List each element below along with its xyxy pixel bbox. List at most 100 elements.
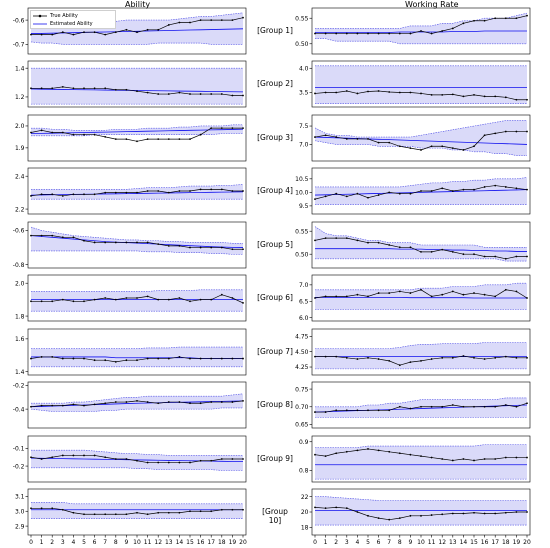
g10-rate-true-point (473, 511, 475, 514)
g5-rate-true-point (409, 246, 412, 249)
legend-entry-true: True Ability (33, 12, 78, 19)
g6-rate-true-point (483, 293, 486, 296)
g5-ability-true-point (167, 244, 170, 247)
g4-ability-true-point (210, 188, 213, 191)
g4-rate-true-point (441, 187, 444, 190)
g8-rate-true-point (483, 405, 486, 408)
g4-ability-true-point (178, 190, 181, 192)
g2-ability-true-point (157, 93, 160, 95)
g7-ability-true-point (210, 357, 213, 360)
xtick-label: 13 (449, 539, 457, 546)
g9-rate-true-point (483, 458, 486, 460)
xtick-label: 11 (144, 539, 152, 546)
g9-ability-true-point (167, 461, 170, 464)
g9-rate-true-point (504, 456, 507, 459)
g7-rate-true-point (504, 355, 507, 358)
g7-rate-true-point (430, 358, 433, 360)
g10-rate-true-point (441, 513, 444, 516)
g8-ability-true-point (40, 404, 43, 407)
group-label-2: [Group 2] (257, 79, 293, 88)
g10-ability-true-point (210, 510, 213, 513)
xtick-label: 9 (408, 539, 412, 546)
g10-rate-true-point (335, 506, 338, 509)
g5-ability-true-point (72, 236, 75, 239)
g6-ability-true-point (72, 300, 75, 303)
group-label-8: [Group 8] (257, 400, 293, 409)
g4-rate-true-point (526, 188, 528, 191)
g4-rate-true-point (483, 186, 486, 188)
g5-rate-true-point (367, 241, 369, 244)
g10-rate-true-point (430, 514, 433, 516)
g10-rate-true-point (377, 517, 380, 520)
g9-rate-true-point (526, 456, 528, 459)
g8-ability-true-point (93, 403, 96, 406)
g9-ability-true-point (157, 461, 160, 464)
g7-ability-true-point (220, 357, 223, 360)
g6-rate-true-point (377, 292, 380, 294)
g2-rate-ytick-label: 3.5 (299, 90, 309, 97)
g6-ability-true-point (146, 295, 149, 298)
g2-ability-true-point (189, 93, 191, 95)
g6-rate-true-point (462, 293, 465, 296)
g5-rate-true-point (504, 257, 507, 260)
g9-ability-true-point (210, 459, 213, 462)
g6-rate-estimated-line (315, 296, 527, 299)
g7-rate-true-point (483, 358, 486, 360)
g9-rate-true-point (356, 449, 359, 452)
g6-rate-true-point (504, 288, 507, 291)
g3-ability-true-point (72, 133, 75, 136)
g1-rate-true-point (462, 22, 465, 25)
g10-ability-true-point (146, 513, 149, 516)
g7-rate-axes-frame (311, 328, 531, 376)
g5-ability-true-point (178, 244, 181, 247)
g3-ability-true-point (104, 136, 107, 138)
g9-rate-ytick-label: 0.9 (299, 439, 309, 446)
g2-rate-true-point (451, 93, 454, 96)
g3-ability-true-point (146, 138, 149, 141)
g1-ability-true-point (167, 24, 170, 26)
g9-rate-true-point (409, 453, 412, 456)
g6-ability-true-point (83, 300, 85, 303)
g2-rate-true-point (398, 91, 401, 94)
g1-rate-estimated-line (315, 30, 527, 33)
g8-ability-axes-frame (27, 381, 247, 429)
g2-ability-true-point (231, 94, 234, 97)
g7-ability-true-point (242, 357, 244, 360)
g1-rate-true-point (526, 14, 528, 17)
g6-ability-true-point (125, 297, 128, 299)
g5-ability-true-point (242, 248, 244, 251)
g1-ability-lower-bound (30, 41, 243, 45)
g5-ability-true-point (210, 246, 213, 249)
g8-rate-true-point (441, 405, 444, 408)
g8-rate-ytick-label: 0.65 (295, 422, 309, 429)
g8-ability-true-point (199, 402, 202, 405)
g6-rate-ytick-label: 7.0 (299, 282, 309, 289)
g2-rate-axes-frame (311, 60, 531, 108)
g1-rate-lower-bound (315, 38, 527, 45)
g10-ability-true-point (157, 511, 160, 514)
xtick-label: 16 (481, 539, 489, 546)
g4-ability-true-point (72, 193, 75, 196)
g3-ability-true-point (189, 138, 191, 141)
g4-rate-true-point (345, 195, 348, 198)
g10-rate-true-point (462, 512, 465, 515)
g1-ability-true-point (40, 33, 43, 36)
g2-rate-true-point (504, 96, 507, 99)
g8-rate-ytick-label: 0.75 (295, 386, 309, 393)
chart-legend: True Ability Estimated Ability (30, 10, 116, 29)
xtick-label: 7 (103, 539, 107, 546)
xtick-label: 12 (154, 539, 162, 546)
g3-ability-true-point (178, 138, 181, 141)
g1-rate-true-point (420, 30, 422, 32)
g7-rate-true-point (515, 356, 518, 359)
g4-ability-true-point (231, 190, 234, 192)
g3-ability-upper-bound (31, 124, 243, 131)
g5-rate-true-point (345, 237, 348, 240)
xtick-label: 10 (417, 539, 425, 546)
g6-ability-true-point (220, 293, 223, 296)
g8-ability-true-point (51, 404, 54, 407)
g6-ability-true-point (61, 298, 64, 301)
g4-rate-ytick-label: 10.5 (295, 176, 309, 183)
g6-ability-confidence-band (31, 289, 243, 312)
xtick-label: 14 (460, 539, 468, 546)
